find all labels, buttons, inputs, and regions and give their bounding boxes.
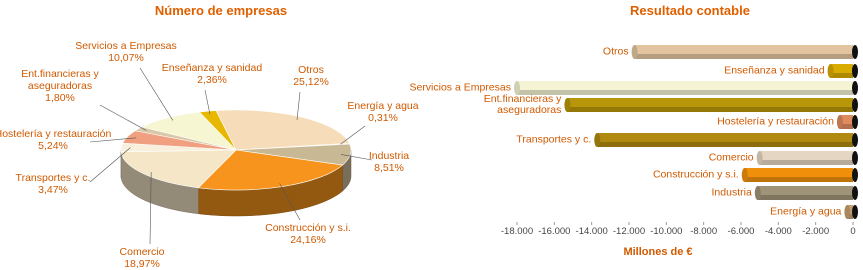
- leader-line: [340, 126, 365, 144]
- bar-shade: [760, 160, 853, 165]
- bar-cap: [757, 151, 763, 165]
- bar-label: Ent.financieras y aseguradoras: [481, 94, 561, 116]
- leader-line: [205, 90, 210, 114]
- pie-value-label: 18,97%: [67, 258, 217, 270]
- bar-label: Servicios a Empresas: [409, 83, 511, 94]
- bar-cap: [564, 98, 570, 112]
- pie-category: Hostelería y restauración: [0, 128, 128, 140]
- bar-end: [852, 205, 858, 219]
- x-tick-label: -10.000: [650, 226, 682, 237]
- chart-title: Resultado contable: [630, 3, 750, 18]
- bar-shade: [635, 54, 853, 59]
- bar-cap: [828, 64, 834, 78]
- bar-shade: [597, 142, 853, 147]
- bar-cap: [844, 205, 850, 219]
- pie-label: Construcción y s.i.24,16%: [233, 222, 383, 246]
- x-tick-label: -8.000: [690, 226, 717, 237]
- x-tick-label: -6.000: [728, 226, 755, 237]
- bar-end: [852, 45, 858, 59]
- pie-category: Comercio: [67, 246, 217, 258]
- x-tick-label: -4.000: [765, 226, 792, 237]
- x-axis-title: Millones de €: [623, 246, 692, 258]
- bar-cap: [755, 186, 761, 200]
- bar-shade: [517, 90, 853, 95]
- pie-value-label: 24,16%: [233, 234, 383, 246]
- bar-label: Enseñanza y sanidad: [724, 66, 824, 77]
- bar-cap: [632, 45, 638, 59]
- bar-end: [852, 64, 858, 78]
- bar-end: [852, 133, 858, 147]
- bar-end: [852, 186, 858, 200]
- x-tick-label: -16.000: [538, 226, 570, 237]
- leader-line: [297, 92, 300, 120]
- bar-end: [852, 98, 858, 112]
- x-tick-label: -2.000: [802, 226, 829, 237]
- bar-end: [852, 115, 858, 129]
- pie-category: Ent.financieras y aseguradoras: [8, 68, 113, 92]
- pie-category: Construcción y s.i.: [233, 222, 383, 234]
- chart-title: Número de empresas: [155, 3, 287, 18]
- pie-category: Transportes y c.: [0, 172, 128, 184]
- bar-shade: [831, 73, 853, 78]
- pie-label: Transportes y c.3,47%: [0, 172, 128, 196]
- pie-value-label: 1,80%: [8, 92, 113, 104]
- bar-label: Construcción y s.i.: [653, 170, 739, 181]
- pie-value-label: 8,51%: [314, 162, 464, 174]
- bar-cap: [594, 133, 600, 147]
- pie-category: Industria: [314, 150, 464, 162]
- leader-line: [100, 105, 146, 130]
- bar-label: Otros: [603, 47, 629, 58]
- x-tick-label: -12.000: [613, 226, 645, 237]
- x-tick-label: 0: [850, 226, 855, 237]
- pie-value-label: 2,36%: [137, 74, 287, 86]
- bar-end: [852, 151, 858, 165]
- bar-label: Hostelería y restauración: [717, 117, 834, 128]
- bar-label: Comercio: [709, 153, 754, 164]
- x-tick-label: -14.000: [576, 226, 608, 237]
- pie-value-label: 5,24%: [0, 140, 128, 152]
- bar-end: [852, 81, 858, 95]
- bar-label: Transportes y c.: [516, 135, 591, 146]
- pie-category: Enseñanza y sanidad: [137, 62, 287, 74]
- bar-end: [852, 168, 858, 182]
- bar-cap: [837, 115, 843, 129]
- pie-value-label: 0,31%: [308, 112, 458, 124]
- pie-category: Servicios a Empresas: [51, 40, 201, 52]
- pie-category: Energía y agua: [308, 100, 458, 112]
- bar-shade: [758, 195, 853, 200]
- bar-label: Energía y agua: [770, 207, 841, 218]
- pie-value-label: 3,47%: [0, 184, 128, 196]
- bar-shade: [745, 177, 853, 182]
- x-tick-label: -18.000: [501, 226, 533, 237]
- bar-label: Industria: [712, 188, 752, 199]
- bar-cap: [742, 168, 748, 182]
- bar-shade: [567, 107, 853, 112]
